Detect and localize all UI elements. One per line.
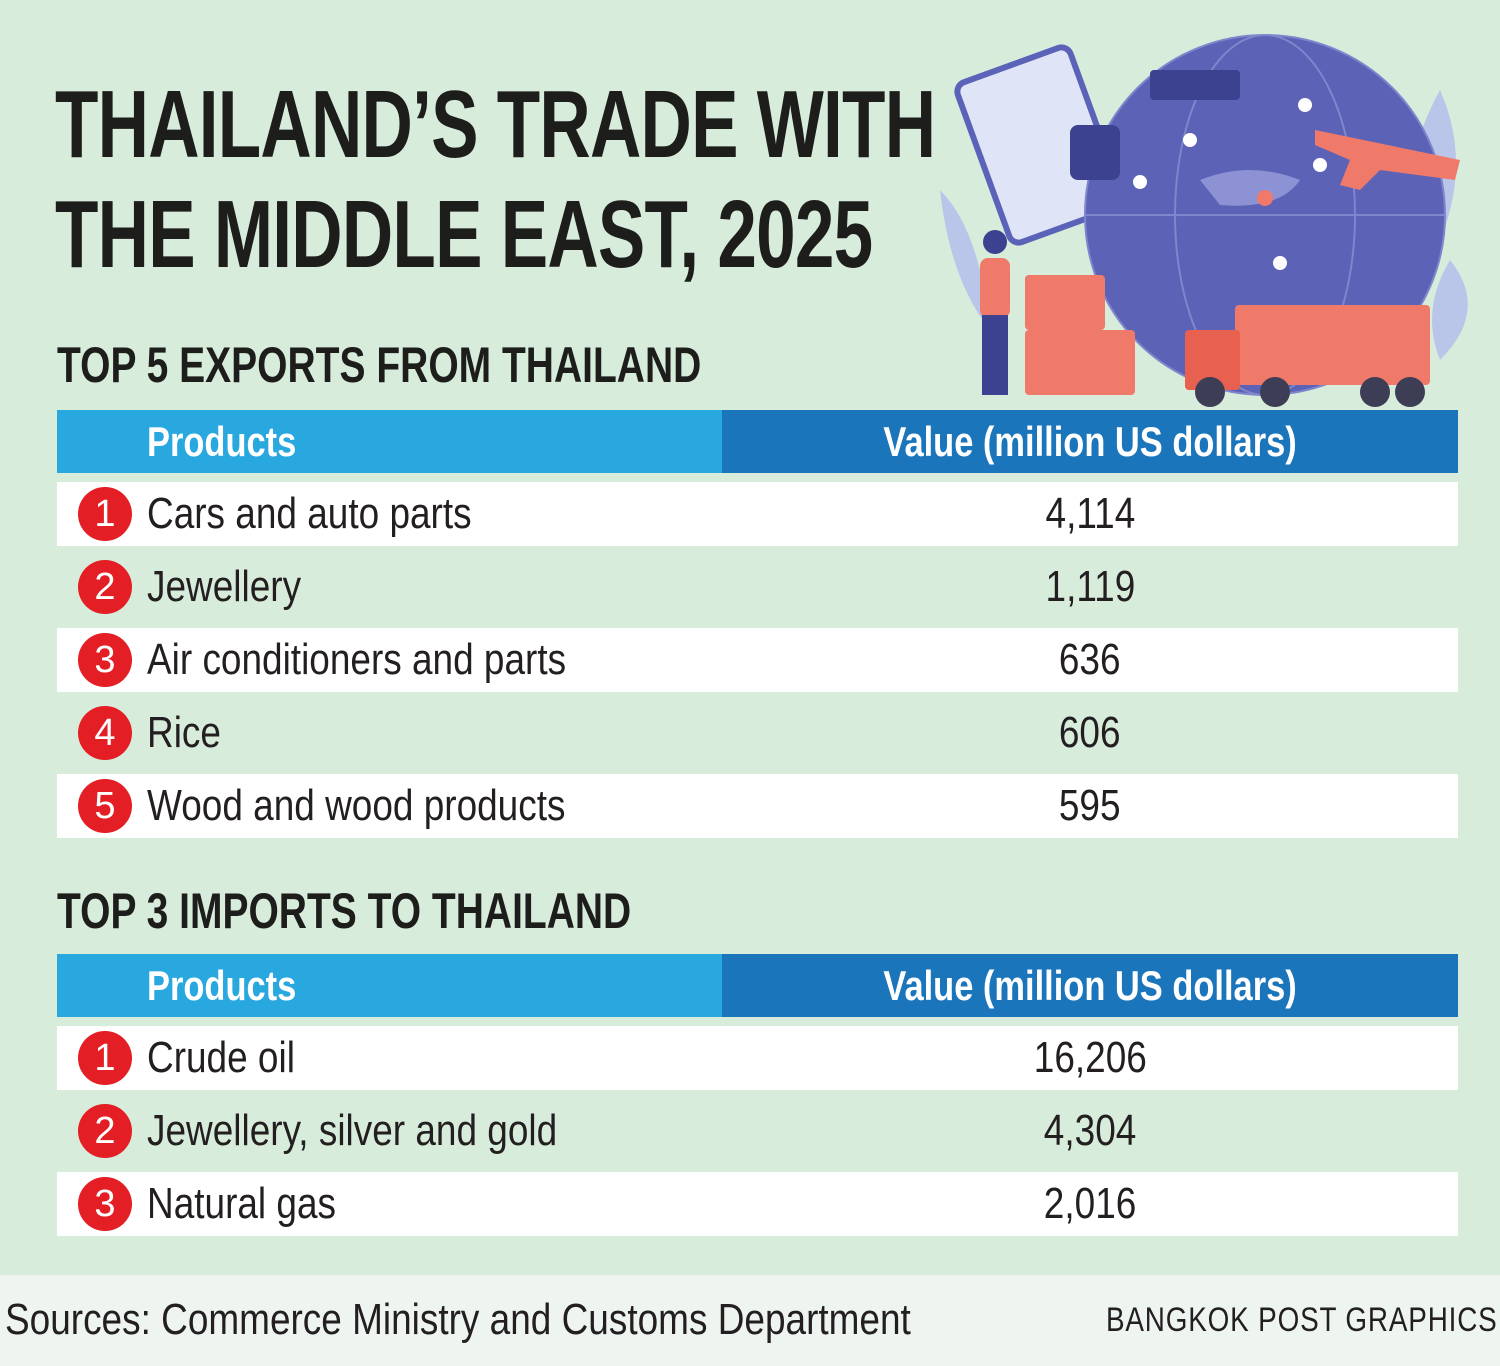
product: Rice bbox=[147, 708, 221, 757]
value: 2,016 bbox=[1043, 1179, 1137, 1228]
product: Crude oil bbox=[147, 1033, 295, 1082]
product: Wood and wood products bbox=[147, 781, 566, 830]
table-row: 1 Crude oil 16,206 bbox=[57, 1026, 1458, 1090]
sources: Sources: Commerce Ministry and Customs D… bbox=[5, 1295, 911, 1344]
column-header: Value (million US dollars) bbox=[722, 410, 1458, 473]
imports-table: Products Value (million US dollars) 1 Crude… bbox=[57, 954, 1458, 1236]
table-header: Products Value (million US dollars) bbox=[57, 954, 1458, 1017]
product: Natural gas bbox=[147, 1179, 337, 1228]
table-row: 5 Wood and wood products 595 bbox=[57, 774, 1458, 838]
exports-table: Products Value (million US dollars) 1 Cars … bbox=[57, 410, 1458, 838]
rank-badge: 1 bbox=[78, 1031, 132, 1085]
illustration bbox=[940, 34, 1468, 407]
value: 4,304 bbox=[1043, 1106, 1137, 1155]
title-line: THE MIDDLE EAST, 2025 bbox=[55, 181, 873, 288]
rank-badge: 3 bbox=[78, 633, 132, 687]
table-row: 2 Jewellery 1,119 bbox=[57, 555, 1458, 619]
table-row: 3 Air conditioners and parts 636 bbox=[57, 628, 1458, 692]
footer: Sources: Commerce Ministry and Customs D… bbox=[0, 1275, 1500, 1366]
value: 636 bbox=[1059, 635, 1121, 684]
product: Air conditioners and parts bbox=[147, 635, 567, 684]
value: 606 bbox=[1059, 708, 1121, 757]
product: Jewellery bbox=[147, 562, 302, 611]
column-header: Products bbox=[57, 410, 722, 473]
table-row: 1 Cars and auto parts 4,114 bbox=[57, 482, 1458, 546]
rank-badge: 3 bbox=[78, 1177, 132, 1231]
table-row: 2 Jewellery, silver and gold 4,304 bbox=[57, 1099, 1458, 1163]
product: Jewellery, silver and gold bbox=[147, 1106, 558, 1155]
value: 595 bbox=[1059, 781, 1121, 830]
table-row: 4 Rice 606 bbox=[57, 701, 1458, 765]
value: 16,206 bbox=[1033, 1033, 1147, 1082]
title-line: THAILAND’S TRADE WITH bbox=[55, 71, 936, 178]
rank-badge: 5 bbox=[78, 779, 132, 833]
value: 4,114 bbox=[1045, 489, 1135, 538]
rank-badge: 4 bbox=[78, 706, 132, 760]
value: 1,119 bbox=[1045, 562, 1135, 611]
section-heading: TOP 5 EXPORTS FROM THAILAND bbox=[57, 337, 702, 393]
product: Cars and auto parts bbox=[147, 489, 472, 538]
column-header: Products bbox=[57, 954, 722, 1017]
table-header: Products Value (million US dollars) bbox=[57, 410, 1458, 473]
rank-badge: 2 bbox=[78, 560, 132, 614]
rank-badge: 2 bbox=[78, 1104, 132, 1158]
rank-badge: 1 bbox=[78, 487, 132, 541]
table-row: 3 Natural gas 2,016 bbox=[57, 1172, 1458, 1236]
credit: BANGKOK POST GRAPHICS bbox=[1106, 1301, 1498, 1339]
column-header: Value (million US dollars) bbox=[722, 954, 1458, 1017]
section-heading: TOP 3 IMPORTS TO THAILAND bbox=[57, 883, 632, 939]
